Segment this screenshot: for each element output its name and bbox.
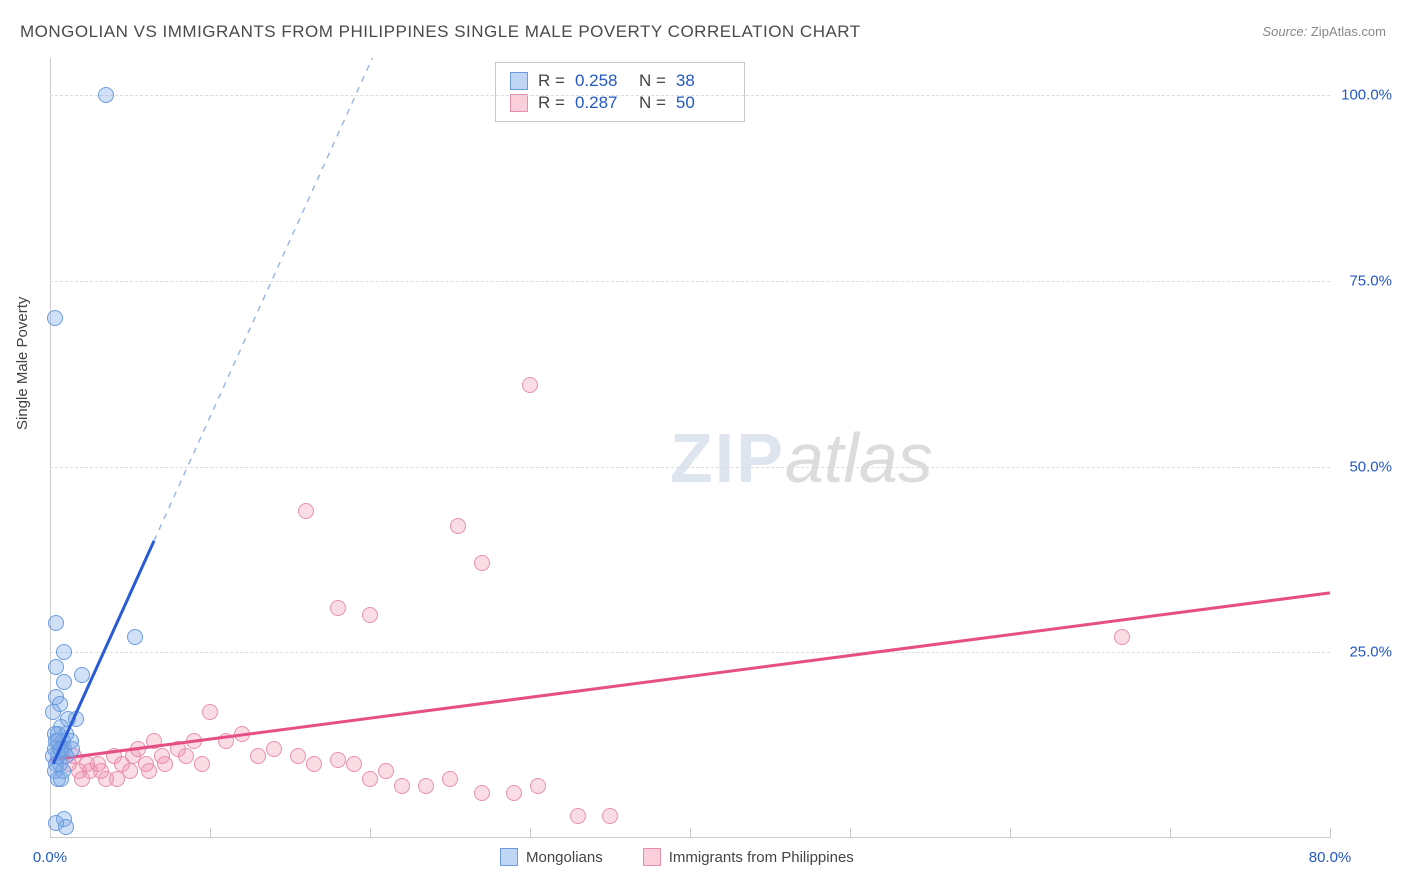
data-point [109, 771, 125, 787]
x-tick [1330, 828, 1331, 838]
x-tick [850, 828, 851, 838]
data-point [570, 808, 586, 824]
x-tick-label: 0.0% [33, 849, 67, 866]
chart-title: MONGOLIAN VS IMMIGRANTS FROM PHILIPPINES… [20, 22, 861, 42]
data-point [53, 771, 69, 787]
data-point [298, 503, 314, 519]
data-point [68, 711, 84, 727]
stats-row-mongolians: R = 0.258 N = 38 [510, 71, 730, 91]
gridline-h [50, 467, 1330, 468]
y-tick-label: 25.0% [1349, 644, 1392, 661]
x-tick [210, 828, 211, 838]
legend-swatch-philippines [643, 848, 661, 866]
data-point [450, 518, 466, 534]
legend-swatch-philippines [510, 94, 528, 112]
data-point [266, 741, 282, 757]
data-point [202, 704, 218, 720]
y-tick-label: 50.0% [1349, 458, 1392, 475]
data-point [1114, 629, 1130, 645]
bottom-legend: Mongolians Immigrants from Philippines [500, 848, 854, 866]
legend-swatch-mongolians [510, 72, 528, 90]
data-point [522, 377, 538, 393]
data-point [48, 659, 64, 675]
x-tick [1170, 828, 1171, 838]
data-point [56, 644, 72, 660]
gridline-h [50, 281, 1330, 282]
watermark-zip: ZIP [670, 419, 785, 497]
data-point [234, 726, 250, 742]
legend-item-philippines: Immigrants from Philippines [643, 848, 854, 866]
data-point [186, 733, 202, 749]
data-point [306, 756, 322, 772]
x-tick-label: 80.0% [1309, 849, 1352, 866]
data-point [106, 748, 122, 764]
x-tick [690, 828, 691, 838]
data-point [47, 310, 63, 326]
watermark-atlas: atlas [785, 419, 933, 497]
data-point [125, 748, 141, 764]
y-axis-label: Single Male Poverty [14, 297, 31, 430]
gridline-h [50, 95, 1330, 96]
y-tick-label: 100.0% [1341, 87, 1392, 104]
source-value: ZipAtlas.com [1311, 24, 1386, 39]
data-point [394, 778, 410, 794]
data-point [127, 629, 143, 645]
data-point [346, 756, 362, 772]
data-point [48, 815, 64, 831]
data-point [290, 748, 306, 764]
gridline-h [50, 652, 1330, 653]
data-point [330, 752, 346, 768]
data-point [218, 733, 234, 749]
n-label: N = [639, 71, 666, 91]
y-axis-line [50, 58, 51, 838]
data-point [53, 741, 69, 757]
legend-label-philippines: Immigrants from Philippines [669, 849, 854, 866]
plot-area: ZIPatlas R = 0.258 N = 38 R = 0.287 N = … [50, 58, 1330, 838]
data-point [74, 667, 90, 683]
data-point [98, 87, 114, 103]
y-tick-label: 75.0% [1349, 272, 1392, 289]
data-point [141, 763, 157, 779]
data-point [362, 771, 378, 787]
data-point [362, 607, 378, 623]
x-tick [370, 828, 371, 838]
legend-swatch-mongolians [500, 848, 518, 866]
x-tick [530, 828, 531, 838]
legend-item-mongolians: Mongolians [500, 848, 603, 866]
trend-line [50, 58, 1330, 838]
n-value-mongolians: 38 [676, 71, 730, 91]
data-point [157, 756, 173, 772]
data-point [602, 808, 618, 824]
data-point [194, 756, 210, 772]
trend-line [50, 58, 1330, 838]
data-point [48, 615, 64, 631]
data-point [474, 785, 490, 801]
source-attribution: Source: ZipAtlas.com [1262, 24, 1386, 39]
data-point [442, 771, 458, 787]
legend-label-mongolians: Mongolians [526, 849, 603, 866]
stats-legend: R = 0.258 N = 38 R = 0.287 N = 50 [495, 62, 745, 122]
data-point [93, 763, 109, 779]
x-tick [1010, 828, 1011, 838]
data-point [474, 555, 490, 571]
data-point [178, 748, 194, 764]
watermark: ZIPatlas [670, 418, 933, 498]
source-label: Source: [1262, 24, 1307, 39]
r-value-mongolians: 0.258 [575, 71, 629, 91]
data-point [530, 778, 546, 794]
data-point [506, 785, 522, 801]
data-point [56, 674, 72, 690]
data-point [250, 748, 266, 764]
data-point [418, 778, 434, 794]
chart-container: ZIPatlas R = 0.258 N = 38 R = 0.287 N = … [50, 58, 1390, 858]
data-point [330, 600, 346, 616]
data-point [378, 763, 394, 779]
data-point [146, 733, 162, 749]
r-label: R = [538, 71, 565, 91]
